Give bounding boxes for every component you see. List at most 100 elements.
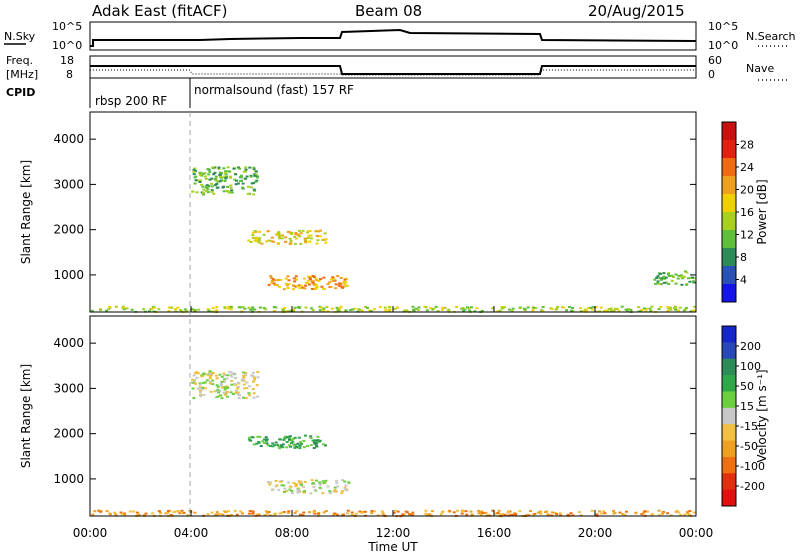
velocity-echo-cell <box>324 444 327 447</box>
velocity-echo-cell <box>257 513 261 516</box>
power-echo-cell <box>202 188 206 191</box>
power-echo-cell <box>299 242 303 245</box>
time-x-tick-label: 16:00 <box>477 526 512 540</box>
velocity-echo-cell <box>211 379 215 382</box>
velocity-echo-cell <box>216 395 220 398</box>
velocity-colorbar-swatch <box>722 358 736 376</box>
velocity-echo-cell <box>642 511 646 514</box>
velocity-echo-cell <box>215 377 219 380</box>
velocity-echo-cell <box>282 511 286 513</box>
velocity-echo-cell <box>622 513 626 516</box>
velocity-echo-cell <box>198 383 202 386</box>
power-echo-cell <box>660 277 664 280</box>
velocity-echo-cell <box>219 384 223 387</box>
velocity-echo-cell <box>237 397 241 400</box>
velocity-echo-cell <box>194 382 198 385</box>
time-x-ticks: 00:00 04:00 08:00 12:00 16:00 20:00 00:00 <box>73 306 714 540</box>
velocity-echo-cell <box>180 509 184 512</box>
velocity-echo-cell <box>503 513 507 516</box>
power-echo-cell <box>424 306 428 309</box>
velocity-echo-cell <box>408 513 412 516</box>
velocity-echo-cell <box>381 511 385 514</box>
power-echo-cell <box>656 282 660 285</box>
power-echo-cell <box>332 277 336 280</box>
power-echo-cell <box>251 306 255 309</box>
power-echo-cell <box>194 179 198 182</box>
power-colorbar-tick-label: 24 <box>740 161 754 174</box>
power-echo-cell <box>255 238 258 240</box>
power-echo-cell <box>328 281 332 284</box>
time-x-tick-label: 00:00 <box>679 526 714 540</box>
power-echo-cell <box>644 310 648 313</box>
velocity-colorbar-tick-label: -100 <box>740 460 765 473</box>
velocity-echo-cell <box>208 370 212 373</box>
power-echo-cell <box>252 168 256 170</box>
time-x-tick-label: 12:00 <box>376 526 411 540</box>
velocity-echo-cell <box>242 371 246 374</box>
power-echo-cell <box>656 280 660 283</box>
power-echo-cell <box>249 175 253 178</box>
power-echo-cell <box>213 178 217 181</box>
velocity-echo-cell <box>358 510 362 513</box>
velocity-echo-cell <box>650 513 654 515</box>
power-echo-cell <box>197 308 201 311</box>
power-echo-cell <box>192 170 196 173</box>
power-echo-cell <box>468 309 472 312</box>
velocity-echo-cell <box>282 484 286 487</box>
power-echo-cell <box>173 308 177 311</box>
power-echo-cell <box>318 235 322 238</box>
power-echo-cell <box>683 270 687 273</box>
power-echo-cell <box>314 230 318 233</box>
velocity-echo-cell <box>198 387 202 390</box>
velocity-echo-cell <box>191 378 194 381</box>
power-echo-cell <box>241 182 245 185</box>
velocity-echo-cell <box>291 492 294 495</box>
power-echo-cell <box>687 277 690 280</box>
velocity-echo-cell <box>283 490 286 493</box>
velocity-echo-cell <box>242 374 246 377</box>
power-echo-cell <box>314 288 318 290</box>
power-echo-cell <box>662 272 666 275</box>
power-echo-cell <box>205 186 209 188</box>
velocity-echo-cell <box>196 372 200 375</box>
power-echo-cell <box>331 280 335 283</box>
power-echo-cell <box>273 310 276 313</box>
velocity-echo-cell <box>259 445 263 447</box>
power-echo-cell <box>281 234 284 237</box>
power-echo-cell <box>311 281 315 284</box>
power-echo-cell <box>244 166 248 169</box>
power-echo-cell <box>273 279 277 282</box>
velocity-echo-cell <box>113 511 117 514</box>
velocity-echo-cell <box>192 374 196 377</box>
freq-label: Freq. <box>6 54 33 67</box>
power-echo-cell <box>266 230 270 233</box>
power-echo-cell <box>219 173 222 176</box>
velocity-echo-cell <box>430 510 434 513</box>
power-echo-cell <box>637 306 641 309</box>
power-echo-cell <box>204 190 208 193</box>
velocity-echo-cell <box>251 512 255 515</box>
velocity-echo-cell <box>144 512 148 515</box>
velocity-echo-cell <box>303 490 306 493</box>
power-echo-cell <box>193 182 197 185</box>
power-echo-cell <box>657 308 661 311</box>
velocity-echo-cell <box>245 387 249 390</box>
velocity-echo-cell <box>669 514 673 517</box>
noise-left-tick-bottom: 10^0 <box>52 39 82 52</box>
velocity-echo-cell <box>215 384 219 387</box>
power-echo-cell <box>309 307 313 310</box>
velocity-echo-cell <box>251 388 255 390</box>
power-echo-cell <box>531 309 535 312</box>
velocity-echo-cell <box>344 484 348 487</box>
power-echo-cell <box>311 309 315 312</box>
power-echo-cell <box>270 276 273 279</box>
power-colorbar-label: Power [dB] <box>755 179 769 244</box>
power-echo-cell <box>223 307 227 310</box>
velocity-echo-cell <box>280 444 283 447</box>
power-echo-cell <box>229 308 233 311</box>
power-echo-cell <box>667 275 671 277</box>
velocity-echo-cell <box>456 509 459 512</box>
velocity-echo-cell <box>288 485 292 488</box>
power-echo-cell <box>203 175 207 178</box>
velocity-echo-cell <box>464 510 468 513</box>
